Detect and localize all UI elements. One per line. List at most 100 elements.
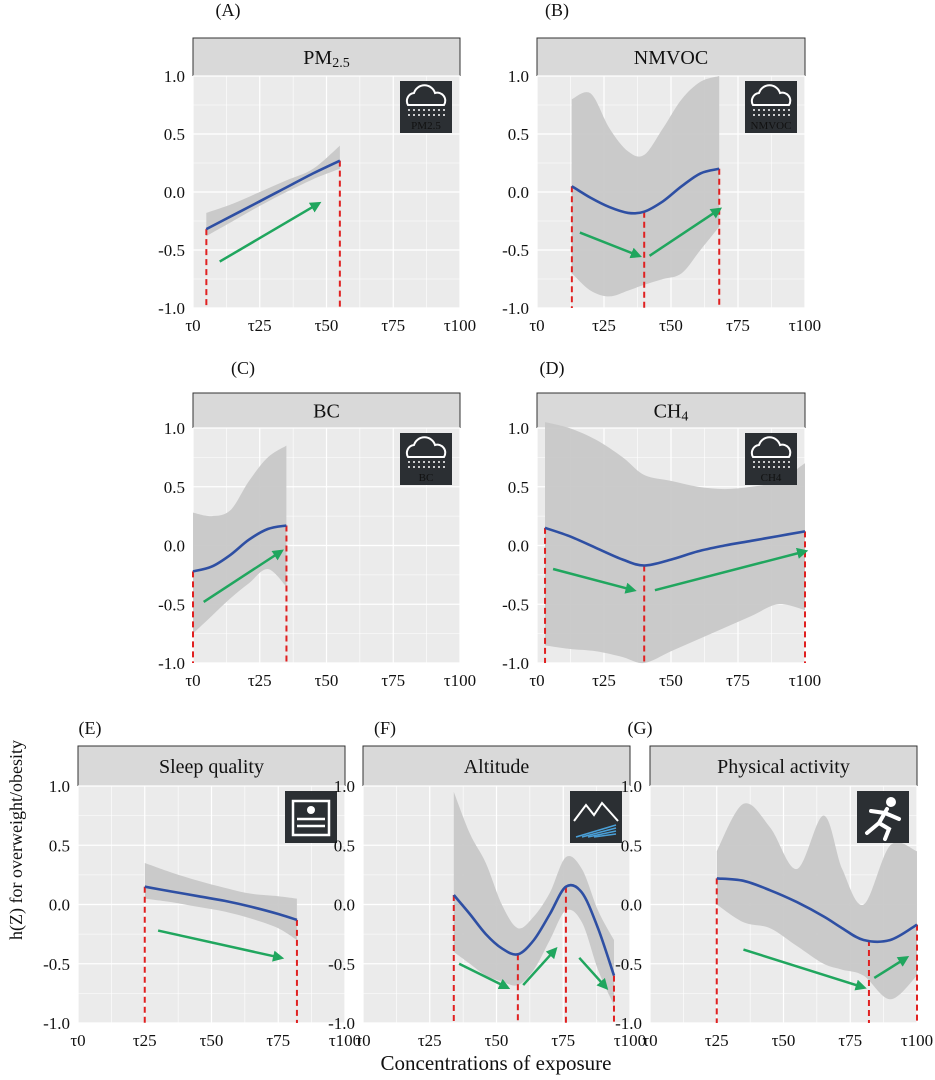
y-tick-label: 1.0: [508, 67, 529, 86]
x-tick-label: τ100: [444, 671, 476, 690]
panel-letter: (D): [540, 358, 565, 379]
bc-cloud-icon-label: BC: [419, 472, 434, 484]
y-tick-label: -1.0: [502, 654, 529, 673]
ch4-cloud-icon: CH4: [745, 433, 797, 485]
bc-cloud-icon-particle: [413, 461, 415, 463]
y-tick-label: -0.5: [502, 241, 529, 260]
x-tick-label: τ50: [485, 1031, 509, 1050]
y-tick-label: -1.0: [502, 299, 529, 318]
nmvoc-cloud-icon-cloud-shape: [750, 84, 792, 106]
nmvoc-cloud-icon-particle: [778, 114, 780, 116]
pm25-cloud-icon-particle: [408, 109, 410, 111]
exposure-response-curve: [716, 877, 918, 944]
nmvoc-cloud-icon-particle: [753, 114, 755, 116]
ch4-cloud-icon-particle: [768, 466, 770, 468]
confidence-band: [545, 422, 805, 664]
y-tick-label: 1.0: [508, 419, 529, 438]
panel-letter: (A): [216, 0, 241, 21]
x-tick-label: τ0: [355, 1031, 370, 1050]
exposure-response-curve: [205, 159, 341, 231]
sleep-bed-icon: [285, 791, 337, 843]
bc-cloud-icon-particle: [418, 461, 420, 463]
y-tick-label: -0.5: [502, 595, 529, 614]
pm25-cloud-icon-particle: [408, 114, 410, 116]
trend-arrow: [219, 201, 322, 263]
pm25-cloud-icon-particle: [428, 109, 430, 111]
bc-cloud-icon-particle: [443, 466, 445, 468]
exposure-response-curve: [192, 524, 287, 573]
ch4-cloud-icon-cloud-shape: [750, 436, 792, 458]
mountain-peaks: [573, 801, 619, 822]
pm25-cloud-icon-particle: [413, 109, 415, 111]
bc-cloud-icon-particle: [443, 461, 445, 463]
bc-cloud-icon-particle: [423, 461, 425, 463]
x-tick-label: τ75: [551, 1031, 575, 1050]
x-tick-label: τ25: [705, 1031, 729, 1050]
mountain-stair: [575, 824, 617, 838]
x-tick-label: τ75: [266, 1031, 290, 1050]
pm25-cloud-icon-particle: [433, 109, 435, 111]
confidence-band: [716, 803, 917, 1000]
y-tick-label: 0.5: [508, 125, 529, 144]
bc-cloud-icon-particle: [408, 466, 410, 468]
trend-arrow: [157, 929, 285, 962]
x-tick-label: τ0: [185, 316, 200, 335]
y-tick-label: 1.0: [49, 777, 70, 796]
ch4-cloud-icon-particle: [783, 466, 785, 468]
mountain-stair: [581, 827, 617, 838]
pm25-cloud-icon-particle: [443, 109, 445, 111]
trend-arrow: [552, 567, 637, 594]
y-tick-label: 0.5: [334, 836, 355, 855]
ch4-cloud-icon-particle: [773, 461, 775, 463]
ch4-cloud-icon-particle: [788, 466, 790, 468]
panel-title: BC: [313, 401, 340, 423]
ch4-cloud-icon-particle: [763, 466, 765, 468]
trend-arrow: [743, 948, 867, 991]
nmvoc-cloud-icon-particle: [768, 114, 770, 116]
exposure-response-curve: [571, 167, 720, 215]
nmvoc-cloud-icon: NMVOC: [745, 81, 797, 133]
panel-b: (B) NMVOC NMVOC 1.0 0.5 0.0 -0.5 -1.0τ0 τ25 τ50 τ7…: [502, 0, 821, 335]
y-tick-label: 0.0: [621, 896, 642, 915]
nmvoc-cloud-icon-label: NMVOC: [751, 120, 792, 132]
exposure-response-curve: [544, 526, 806, 567]
bc-cloud-icon-particle: [428, 461, 430, 463]
y-tick-label: -0.5: [328, 955, 355, 974]
nmvoc-cloud-icon-particle: [773, 109, 775, 111]
bc-cloud-icon-particle: [423, 466, 425, 468]
trend-arrow: [578, 956, 609, 990]
pm25-cloud-icon-particle: [413, 114, 415, 116]
bc-cloud-icon-particle: [433, 461, 435, 463]
ch4-cloud-icon-particle: [763, 461, 765, 463]
pm25-cloud-icon-particle: [423, 109, 425, 111]
x-tick-label: τ100: [789, 671, 821, 690]
exposure-response-curve: [144, 885, 298, 922]
nmvoc-cloud-icon-particle: [763, 114, 765, 116]
pm25-cloud-icon-particle: [443, 114, 445, 116]
x-tick-label: τ50: [315, 316, 339, 335]
trend-arrow: [458, 962, 511, 990]
y-tick-label: 0.0: [164, 183, 185, 202]
title-subscript: 4: [681, 410, 688, 425]
nmvoc-cloud-icon-particle: [753, 109, 755, 111]
ch4-cloud-icon-particle: [788, 461, 790, 463]
nmvoc-cloud-icon-particle: [788, 114, 790, 116]
panel-letter: (E): [79, 718, 102, 739]
panel-title: Sleep quality: [159, 756, 264, 778]
bc-cloud-icon-particle: [428, 466, 430, 468]
bc-cloud-icon-bg: [400, 433, 452, 485]
x-tick-label: τ100: [614, 1031, 646, 1050]
y-tick-label: 1.0: [621, 777, 642, 796]
confidence-band: [144, 863, 297, 940]
x-tick-label: τ25: [133, 1031, 157, 1050]
runner-body: [865, 807, 901, 841]
x-tick-label: τ50: [659, 671, 683, 690]
x-tick-label: τ0: [529, 316, 544, 335]
panel-letter: (F): [374, 718, 396, 739]
panel-title: Altitude: [464, 756, 530, 778]
y-tick-label: -1.0: [615, 1014, 642, 1033]
bc-cloud-icon: BC: [400, 433, 452, 485]
y-tick-label: 0.5: [621, 836, 642, 855]
